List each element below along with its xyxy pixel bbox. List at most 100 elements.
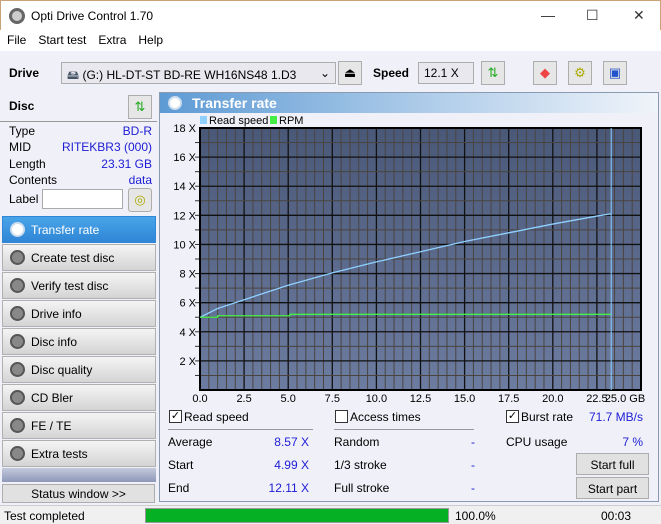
legend-swatch <box>200 116 207 124</box>
panel-title: Transfer rate <box>192 95 277 111</box>
eject-button[interactable]: ⏏ <box>338 61 362 85</box>
plot-border <box>199 127 642 391</box>
contents-key: Contents <box>9 173 58 187</box>
disc-type-row: Type BD-R <box>9 124 152 140</box>
disc-icon <box>10 222 25 237</box>
drive-select[interactable]: 🖴 (G:) HL-DT-ST BD-RE WH16NS48 1.D3 ⌄ <box>61 62 336 84</box>
label-key: Label <box>9 192 39 206</box>
nav-label: Extra tests <box>31 447 88 461</box>
drive-label: Drive <box>9 66 40 80</box>
average-value: 8.57 X <box>274 435 309 449</box>
start-full-button[interactable]: Start full <box>576 453 649 475</box>
disc-icon <box>10 250 25 265</box>
start-part-button[interactable]: Start part <box>576 477 649 499</box>
length-value: 23.31 GB <box>101 157 152 171</box>
start-label: Start <box>168 458 194 472</box>
divider <box>168 429 313 430</box>
menu-start-test[interactable]: Start test <box>38 33 87 47</box>
full-stroke-label: Full stroke <box>334 481 390 495</box>
y-tick-label: 4 X <box>179 327 196 339</box>
read-speed-checkbox[interactable]: ✓ <box>169 410 182 423</box>
menu-extra[interactable]: Extra <box>98 33 127 47</box>
panel-header: Transfer rate <box>160 93 658 113</box>
disc-icon <box>10 334 25 349</box>
nav-disc-info[interactable]: Disc info <box>2 328 156 355</box>
progress-fill <box>146 509 448 522</box>
maximize-button[interactable]: ☐ <box>586 7 599 23</box>
legend-swatch <box>270 116 277 124</box>
transfer-rate-panel: Transfer rate 2 X 4 X 6 X 8 X 10 X 12 X 14 X 16… <box>159 92 659 502</box>
nav-cd-bler[interactable]: CD Bler <box>2 384 156 411</box>
mid-key: MID <box>9 140 31 154</box>
nav-drive-info[interactable]: Drive info <box>2 300 156 327</box>
disc-icon <box>10 306 25 321</box>
close-button[interactable]: ✕ <box>633 7 645 23</box>
eraser-icon[interactable]: ◆ <box>533 61 557 85</box>
full-stroke-value: - <box>471 481 475 495</box>
transfer-rate-chart: 2 X 4 X 6 X 8 X 10 X 12 X 14 X 16 X 18 X 0.0 2.5 5.… <box>173 115 645 403</box>
menu-file[interactable]: File <box>7 33 27 47</box>
toolbar: Drive 🖴 (G:) HL-DT-ST BD-RE WH16NS48 1.D… <box>0 55 661 91</box>
disc-length-row: Length 23.31 GB <box>9 157 152 173</box>
nav-label: Transfer rate <box>31 223 100 237</box>
y-tick-label: 18 X <box>173 123 196 135</box>
status-text: Test completed <box>4 509 85 523</box>
access-times-label: Access times <box>350 410 421 424</box>
status-window-button[interactable]: Status window >> <box>2 484 155 503</box>
divider <box>334 429 474 430</box>
nav-label: Disc info <box>31 335 78 349</box>
y-tick-label: 8 X <box>179 269 196 281</box>
drive-icon: 🖴 <box>67 68 83 82</box>
average-label: Average <box>168 435 213 449</box>
save-icon[interactable]: ▣ <box>603 61 627 85</box>
nav-filler <box>2 468 156 482</box>
third-stroke-label: 1/3 stroke <box>334 458 387 472</box>
nav-create-test-disc[interactable]: Create test disc <box>2 244 156 271</box>
nav-disc-quality[interactable]: Disc quality <box>2 356 156 383</box>
x-tick-label: 2.5 <box>236 393 251 403</box>
nav-label: Create test disc <box>31 251 115 265</box>
disc-label-icon[interactable]: ◎ <box>128 188 152 212</box>
cpu-usage-value: 7 % <box>622 435 643 449</box>
mid-value: RITEKBR3 (000) <box>61 140 152 154</box>
y-tick-label: 10 X <box>173 239 196 251</box>
x-tick-label: 10.0 <box>366 393 387 403</box>
disc-icon <box>10 390 25 405</box>
status-bar: Test completed 100.0% 00:03 <box>0 505 661 524</box>
x-tick-label: 12.5 <box>410 393 431 403</box>
nav-extra-tests[interactable]: Extra tests <box>2 440 156 467</box>
nav-transfer-rate[interactable]: Transfer rate <box>2 216 156 243</box>
x-tick-label: 25.0 GB <box>605 393 645 403</box>
contents-value: data <box>128 173 152 187</box>
disc-icon <box>168 96 182 110</box>
x-tick-label: 17.5 <box>498 393 519 403</box>
minimize-button[interactable]: — <box>541 7 555 23</box>
disc-icon <box>10 418 25 433</box>
legend-label: RPM <box>279 115 303 127</box>
nav-verify-test-disc[interactable]: Verify test disc <box>2 272 156 299</box>
x-tick-label: 5.0 <box>281 393 296 403</box>
disc-icon <box>10 362 25 377</box>
app-logo-icon <box>9 8 25 24</box>
speed-select[interactable]: 12.1 X <box>418 62 474 84</box>
disc-refresh-icon[interactable]: ⇅ <box>128 95 152 119</box>
burst-rate-checkbox[interactable]: ✓ <box>506 410 519 423</box>
label-input[interactable] <box>42 189 123 209</box>
progress-text: 100.0% <box>455 509 496 523</box>
menu-help[interactable]: Help <box>138 33 164 47</box>
y-tick-label: 2 X <box>179 356 196 368</box>
nav-fe-te[interactable]: FE / TE <box>2 412 156 439</box>
speed-value: 12.1 X <box>424 66 459 80</box>
end-value: 12.11 X <box>268 481 309 495</box>
read-speed-label: Read speed <box>184 410 249 424</box>
access-times-checkbox[interactable] <box>335 410 348 423</box>
drive-value: (G:) HL-DT-ST BD-RE WH16NS48 1.D3 <box>82 68 297 82</box>
type-key: Type <box>9 124 36 138</box>
y-tick-label: 12 X <box>173 210 196 222</box>
refresh-icon[interactable]: ⇅ <box>481 61 505 85</box>
settings-icon[interactable]: ⚙ <box>568 61 592 85</box>
y-tick-label: 16 X <box>173 152 196 164</box>
third-stroke-value: - <box>471 458 475 472</box>
chevron-down-icon: ⌄ <box>319 66 330 80</box>
disc-icon <box>10 446 25 461</box>
